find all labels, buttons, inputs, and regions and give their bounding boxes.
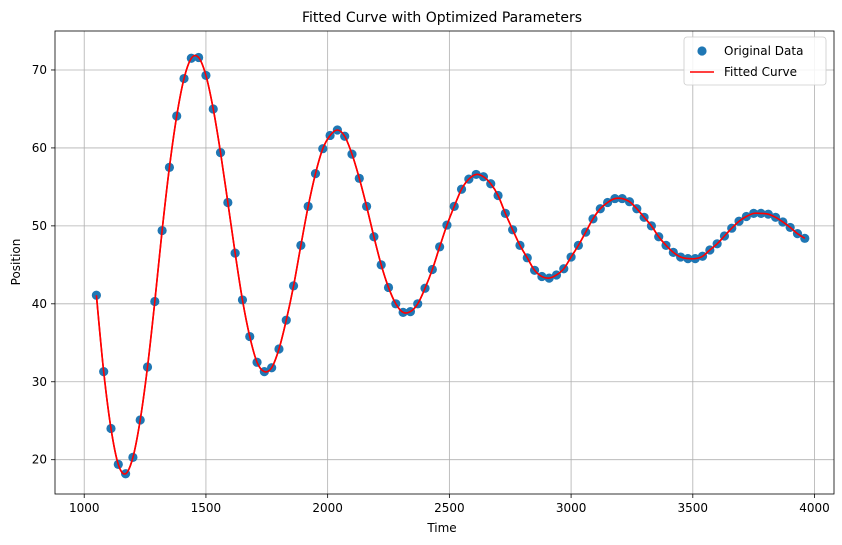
x-tick-label: 4000 bbox=[799, 501, 830, 515]
fitted-curve-series bbox=[95, 54, 806, 475]
grid bbox=[55, 31, 834, 494]
y-tick-label: 30 bbox=[32, 375, 47, 389]
legend-label-original-data: Original Data bbox=[724, 44, 803, 58]
legend-box bbox=[683, 36, 827, 86]
y-axis: 20 30 40 50 60 70 bbox=[32, 63, 55, 467]
y-tick-label: 50 bbox=[32, 219, 47, 233]
y-tick-label: 70 bbox=[32, 63, 47, 77]
y-tick-label: 40 bbox=[32, 297, 47, 311]
x-tick-label: 1000 bbox=[69, 501, 100, 515]
legend-label-fitted-curve: Fitted Curve bbox=[724, 65, 797, 79]
chart-title: Fitted Curve with Optimized Parameters bbox=[302, 10, 582, 26]
y-tick-label: 60 bbox=[32, 141, 47, 155]
legend: Original Data Fitted Curve bbox=[683, 36, 827, 86]
plot-frame bbox=[54, 30, 835, 495]
fitted-curve-line bbox=[95, 54, 806, 475]
x-tick-label: 1500 bbox=[191, 501, 222, 515]
original-data-series bbox=[91, 52, 810, 479]
y-tick-label: 20 bbox=[32, 453, 47, 467]
x-tick-label: 2000 bbox=[312, 501, 343, 515]
x-axis-label: Time bbox=[426, 521, 456, 535]
fitted-curve-line-overlay bbox=[95, 54, 806, 475]
x-tick-label: 3000 bbox=[556, 501, 587, 515]
x-axis: 1000 1500 2000 2500 3000 3500 4000 bbox=[69, 494, 830, 515]
y-axis-label: Position bbox=[9, 239, 23, 286]
x-tick-label: 3500 bbox=[678, 501, 709, 515]
legend-marker-original-data bbox=[697, 46, 707, 56]
x-tick-label: 2500 bbox=[434, 501, 465, 515]
